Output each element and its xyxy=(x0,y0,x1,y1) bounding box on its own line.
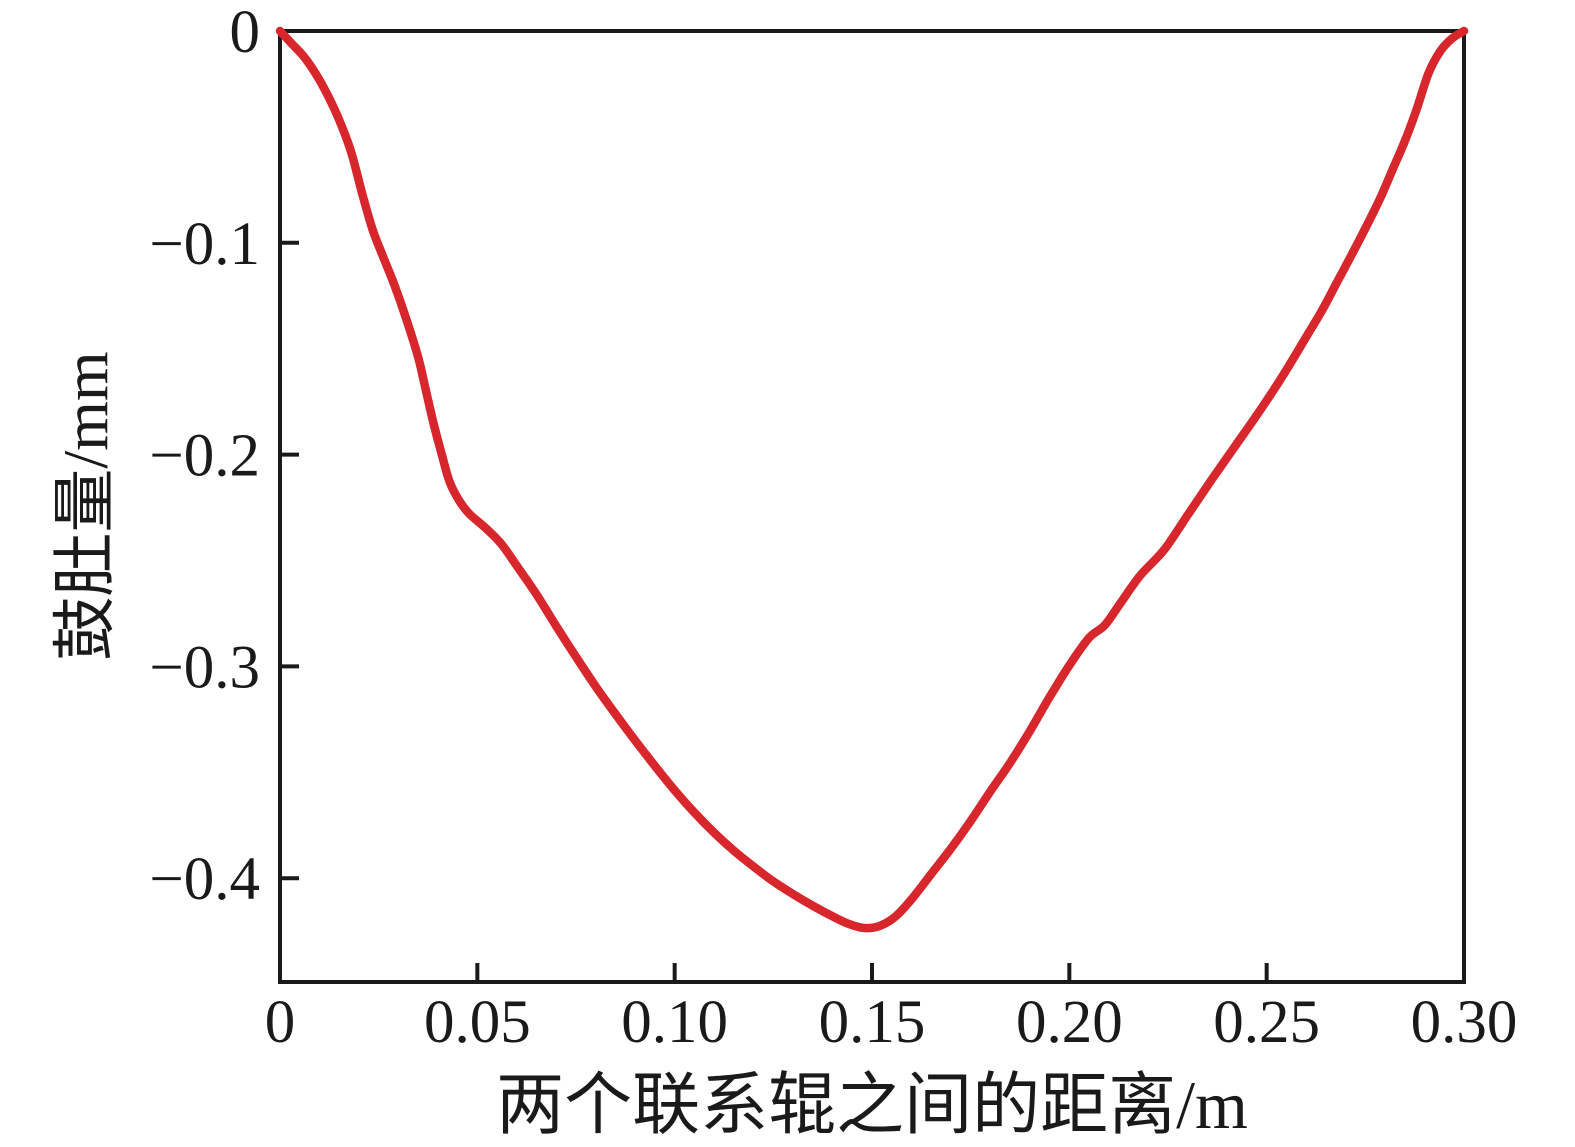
plot-area-border xyxy=(278,29,1466,984)
x-axis-title: 两个联系辊之间的距离/m xyxy=(496,1067,1248,1143)
x-tick-label: 0.10 xyxy=(621,989,728,1056)
y-axis-tick-labels: 0 −0.1 −0.2 −0.3 −0.4 xyxy=(149,0,260,913)
x-tick-label: 0.25 xyxy=(1213,989,1320,1056)
y-tick-label: 0 xyxy=(230,0,261,66)
x-axis-ticks xyxy=(278,963,1466,982)
x-tick-label: 0.05 xyxy=(424,989,531,1056)
y-tick-label: −0.4 xyxy=(149,846,260,913)
y-axis-ticks xyxy=(280,29,299,881)
x-tick-label: 0 xyxy=(265,989,296,1056)
y-axis-title: 鼓肚量/mm xyxy=(50,351,121,660)
series-line-bulge xyxy=(275,26,1469,933)
y-tick-label: −0.3 xyxy=(149,634,260,701)
x-tick-label: 0.15 xyxy=(819,989,926,1056)
x-axis-tick-labels: 0 0.05 0.10 0.15 0.20 0.25 0.30 xyxy=(265,989,1518,1056)
x-tick-label: 0.20 xyxy=(1016,989,1123,1056)
y-tick-label: −0.2 xyxy=(149,423,260,490)
y-tick-label: −0.1 xyxy=(149,211,260,278)
x-tick-label: 0.30 xyxy=(1411,989,1518,1056)
